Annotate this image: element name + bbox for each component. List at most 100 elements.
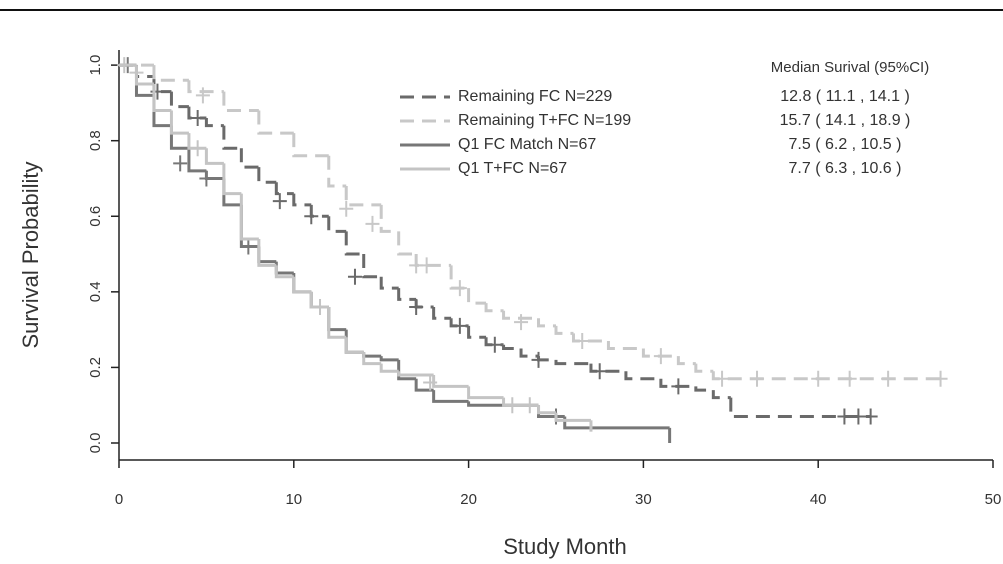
survival-step xyxy=(397,371,434,377)
survival-step xyxy=(169,110,189,135)
survival-step xyxy=(554,359,591,366)
survival-step xyxy=(397,231,417,256)
survival-step xyxy=(152,65,189,82)
legend-label: Q1 T+FC N=67 xyxy=(458,160,567,177)
x-tick-label: 40 xyxy=(810,491,827,508)
y-tick-label: 0.4 xyxy=(87,281,104,302)
censor-mark xyxy=(750,370,765,387)
censor-mark xyxy=(514,314,529,331)
x-tick-label: 0 xyxy=(115,491,123,508)
survival-step xyxy=(711,371,941,381)
survival-step xyxy=(169,91,189,109)
censor-mark xyxy=(863,408,878,425)
survival-step xyxy=(344,231,364,256)
censor-mark xyxy=(241,238,256,255)
survival-step xyxy=(379,363,399,373)
survival-step xyxy=(134,65,154,86)
survival-step xyxy=(449,318,469,328)
legend-label: Remaining FC N=229 xyxy=(458,88,612,105)
y-tick-label: 0.0 xyxy=(87,433,104,454)
survival-step xyxy=(729,397,871,419)
survival-step xyxy=(169,125,189,150)
censor-mark xyxy=(117,57,132,74)
y-tick-label: 1.0 xyxy=(87,55,104,76)
survival-step xyxy=(397,359,417,381)
survival-step xyxy=(467,288,487,305)
legend-label: Remaining T+FC N=199 xyxy=(458,112,631,129)
y-axis-label: Survival Probability xyxy=(18,161,43,348)
censor-mark xyxy=(842,370,857,387)
censor-mark xyxy=(671,378,686,395)
censor-mark xyxy=(575,332,590,349)
survival-step xyxy=(327,306,347,332)
censor-mark xyxy=(409,298,424,315)
survival-step xyxy=(379,204,399,233)
survival-step xyxy=(694,363,714,373)
censor-mark xyxy=(452,280,467,297)
censor-mark xyxy=(837,408,852,425)
legend-median: 15.7 ( 14.1 , 18.9 ) xyxy=(780,112,911,129)
survival-step xyxy=(379,276,399,290)
censor-mark xyxy=(487,336,502,353)
survival-step xyxy=(502,397,539,407)
censor-mark xyxy=(851,408,866,425)
censor-mark xyxy=(190,110,205,127)
survival-step xyxy=(222,178,242,207)
survival-step xyxy=(257,110,294,135)
censor-mark xyxy=(811,370,826,387)
censor-mark xyxy=(272,193,287,210)
survival-step xyxy=(362,352,382,358)
survival-step xyxy=(432,306,452,320)
survival-step xyxy=(484,337,504,347)
survival-step xyxy=(274,265,294,279)
survival-step xyxy=(676,356,696,366)
survival-step xyxy=(239,193,259,241)
survival-step xyxy=(362,254,382,279)
survival-step xyxy=(414,299,434,309)
survival-step xyxy=(606,340,644,351)
censor-mark xyxy=(522,397,537,414)
survival-step xyxy=(257,238,277,267)
censor-mark xyxy=(195,87,210,104)
survival-step xyxy=(187,148,207,173)
survival-step xyxy=(379,356,399,362)
survival-step xyxy=(327,216,347,233)
x-tick-label: 10 xyxy=(285,491,302,508)
survival-step xyxy=(344,337,364,354)
survival-step xyxy=(589,363,626,373)
survival-step xyxy=(222,163,242,196)
survival-step xyxy=(204,170,224,180)
censor-mark xyxy=(419,257,434,274)
survival-step xyxy=(711,390,731,400)
survival-step xyxy=(292,272,312,294)
survival-step xyxy=(327,155,347,188)
survival-step xyxy=(537,318,556,328)
survival-step xyxy=(292,276,312,294)
censor-mark xyxy=(199,170,214,187)
survival-step xyxy=(432,390,469,403)
survival-step xyxy=(537,405,556,415)
legend-median: 12.8 ( 11.1 , 14.1 ) xyxy=(780,88,910,105)
survival-step xyxy=(257,167,277,184)
survival-step xyxy=(257,246,277,264)
survival-step xyxy=(204,148,224,165)
censor-mark xyxy=(304,208,319,225)
survival-step xyxy=(344,186,382,207)
censor-mark xyxy=(347,268,362,285)
survival-step xyxy=(152,76,172,94)
x-tick-label: 30 xyxy=(635,491,652,508)
survival-step xyxy=(467,386,504,400)
survival-step xyxy=(467,325,487,339)
censor-mark xyxy=(173,155,188,172)
legend-median: 7.7 ( 6.3 , 10.6 ) xyxy=(789,160,902,177)
survival-step xyxy=(554,325,574,335)
censor-mark xyxy=(190,140,205,157)
censor-mark xyxy=(505,397,520,414)
censor-mark xyxy=(365,215,380,232)
x-tick-label: 20 xyxy=(460,491,477,508)
censor-mark xyxy=(881,370,896,387)
censor-mark xyxy=(339,200,354,217)
survival-step xyxy=(344,329,364,354)
survival-step xyxy=(432,374,469,388)
